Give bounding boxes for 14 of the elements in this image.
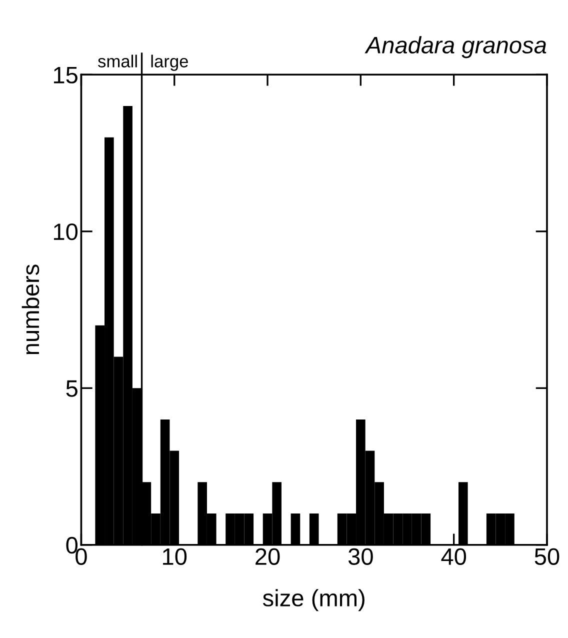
text: large [151, 54, 188, 71]
chart-title: Anadara granosa [364, 36, 546, 58]
text: small [98, 54, 137, 68]
y-axis-title: numbers [22, 264, 40, 354]
y-tick-label: 5 [66, 380, 78, 397]
x-tick-label: 50 [534, 548, 560, 565]
x-axis-title: size (mm) [262, 589, 364, 612]
x-tick-label: 20 [256, 548, 280, 565]
y-tick-label: 15 [54, 66, 78, 84]
y-tick-label: 0 [66, 536, 78, 554]
y-tick-label: 10 [54, 223, 78, 240]
x-tick-label: 40 [441, 548, 466, 565]
x-tick-label: 30 [348, 548, 373, 565]
x-tick-label: 10 [163, 548, 187, 565]
